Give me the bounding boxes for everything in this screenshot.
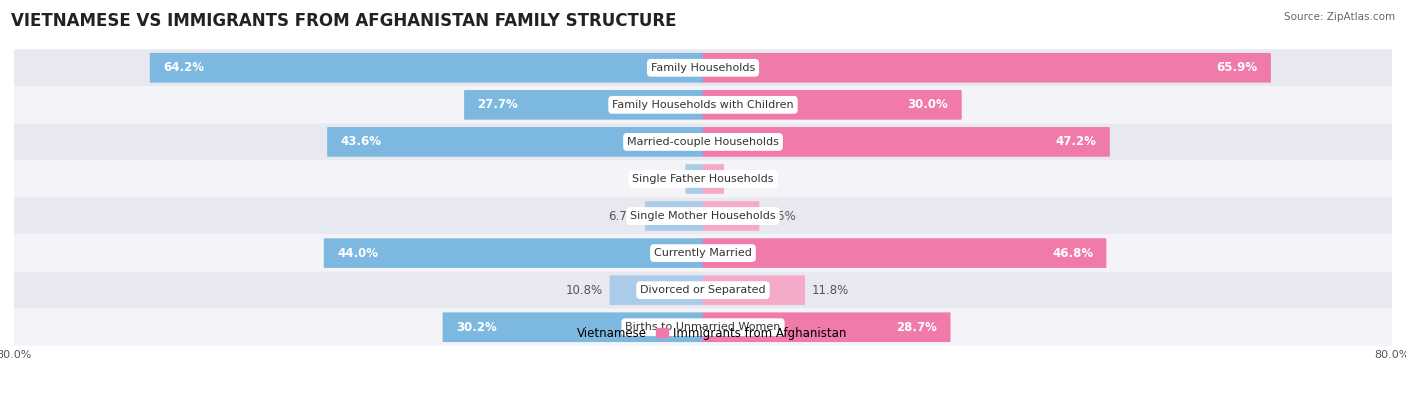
FancyBboxPatch shape — [686, 164, 703, 194]
Legend: Vietnamese, Immigrants from Afghanistan: Vietnamese, Immigrants from Afghanistan — [555, 322, 851, 345]
FancyBboxPatch shape — [14, 87, 1392, 123]
FancyBboxPatch shape — [14, 272, 1392, 308]
Text: 10.8%: 10.8% — [567, 284, 603, 297]
Text: 30.2%: 30.2% — [456, 321, 496, 334]
FancyBboxPatch shape — [14, 235, 1392, 272]
FancyBboxPatch shape — [703, 53, 1271, 83]
FancyBboxPatch shape — [703, 164, 724, 194]
FancyBboxPatch shape — [14, 308, 1392, 346]
FancyBboxPatch shape — [703, 127, 1109, 157]
FancyBboxPatch shape — [14, 160, 1392, 198]
Text: 2.0%: 2.0% — [650, 173, 679, 186]
Text: 46.8%: 46.8% — [1052, 246, 1092, 260]
FancyBboxPatch shape — [323, 238, 703, 268]
Text: Family Households with Children: Family Households with Children — [612, 100, 794, 110]
FancyBboxPatch shape — [703, 238, 1107, 268]
Text: 2.4%: 2.4% — [731, 173, 761, 186]
Text: Married-couple Households: Married-couple Households — [627, 137, 779, 147]
FancyBboxPatch shape — [14, 123, 1392, 160]
Text: 28.7%: 28.7% — [897, 321, 938, 334]
FancyBboxPatch shape — [443, 312, 703, 342]
FancyBboxPatch shape — [645, 201, 703, 231]
Text: 27.7%: 27.7% — [478, 98, 519, 111]
Text: 6.7%: 6.7% — [609, 209, 638, 222]
Text: Single Father Households: Single Father Households — [633, 174, 773, 184]
Text: 64.2%: 64.2% — [163, 61, 204, 74]
FancyBboxPatch shape — [703, 312, 950, 342]
FancyBboxPatch shape — [328, 127, 703, 157]
Text: 47.2%: 47.2% — [1056, 135, 1097, 149]
Text: 6.5%: 6.5% — [766, 209, 796, 222]
FancyBboxPatch shape — [703, 90, 962, 120]
Text: 65.9%: 65.9% — [1216, 61, 1257, 74]
FancyBboxPatch shape — [14, 198, 1392, 235]
Text: Births to Unmarried Women: Births to Unmarried Women — [626, 322, 780, 332]
FancyBboxPatch shape — [703, 201, 759, 231]
Text: 11.8%: 11.8% — [811, 284, 849, 297]
Text: 30.0%: 30.0% — [908, 98, 949, 111]
Text: Divorced or Separated: Divorced or Separated — [640, 285, 766, 295]
Text: Source: ZipAtlas.com: Source: ZipAtlas.com — [1284, 12, 1395, 22]
FancyBboxPatch shape — [14, 49, 1392, 87]
Text: Single Mother Households: Single Mother Households — [630, 211, 776, 221]
FancyBboxPatch shape — [703, 275, 806, 305]
Text: Currently Married: Currently Married — [654, 248, 752, 258]
Text: VIETNAMESE VS IMMIGRANTS FROM AFGHANISTAN FAMILY STRUCTURE: VIETNAMESE VS IMMIGRANTS FROM AFGHANISTA… — [11, 12, 676, 30]
FancyBboxPatch shape — [150, 53, 703, 83]
Text: 43.6%: 43.6% — [340, 135, 381, 149]
FancyBboxPatch shape — [464, 90, 703, 120]
FancyBboxPatch shape — [610, 275, 703, 305]
Text: Family Households: Family Households — [651, 63, 755, 73]
Text: 44.0%: 44.0% — [337, 246, 378, 260]
